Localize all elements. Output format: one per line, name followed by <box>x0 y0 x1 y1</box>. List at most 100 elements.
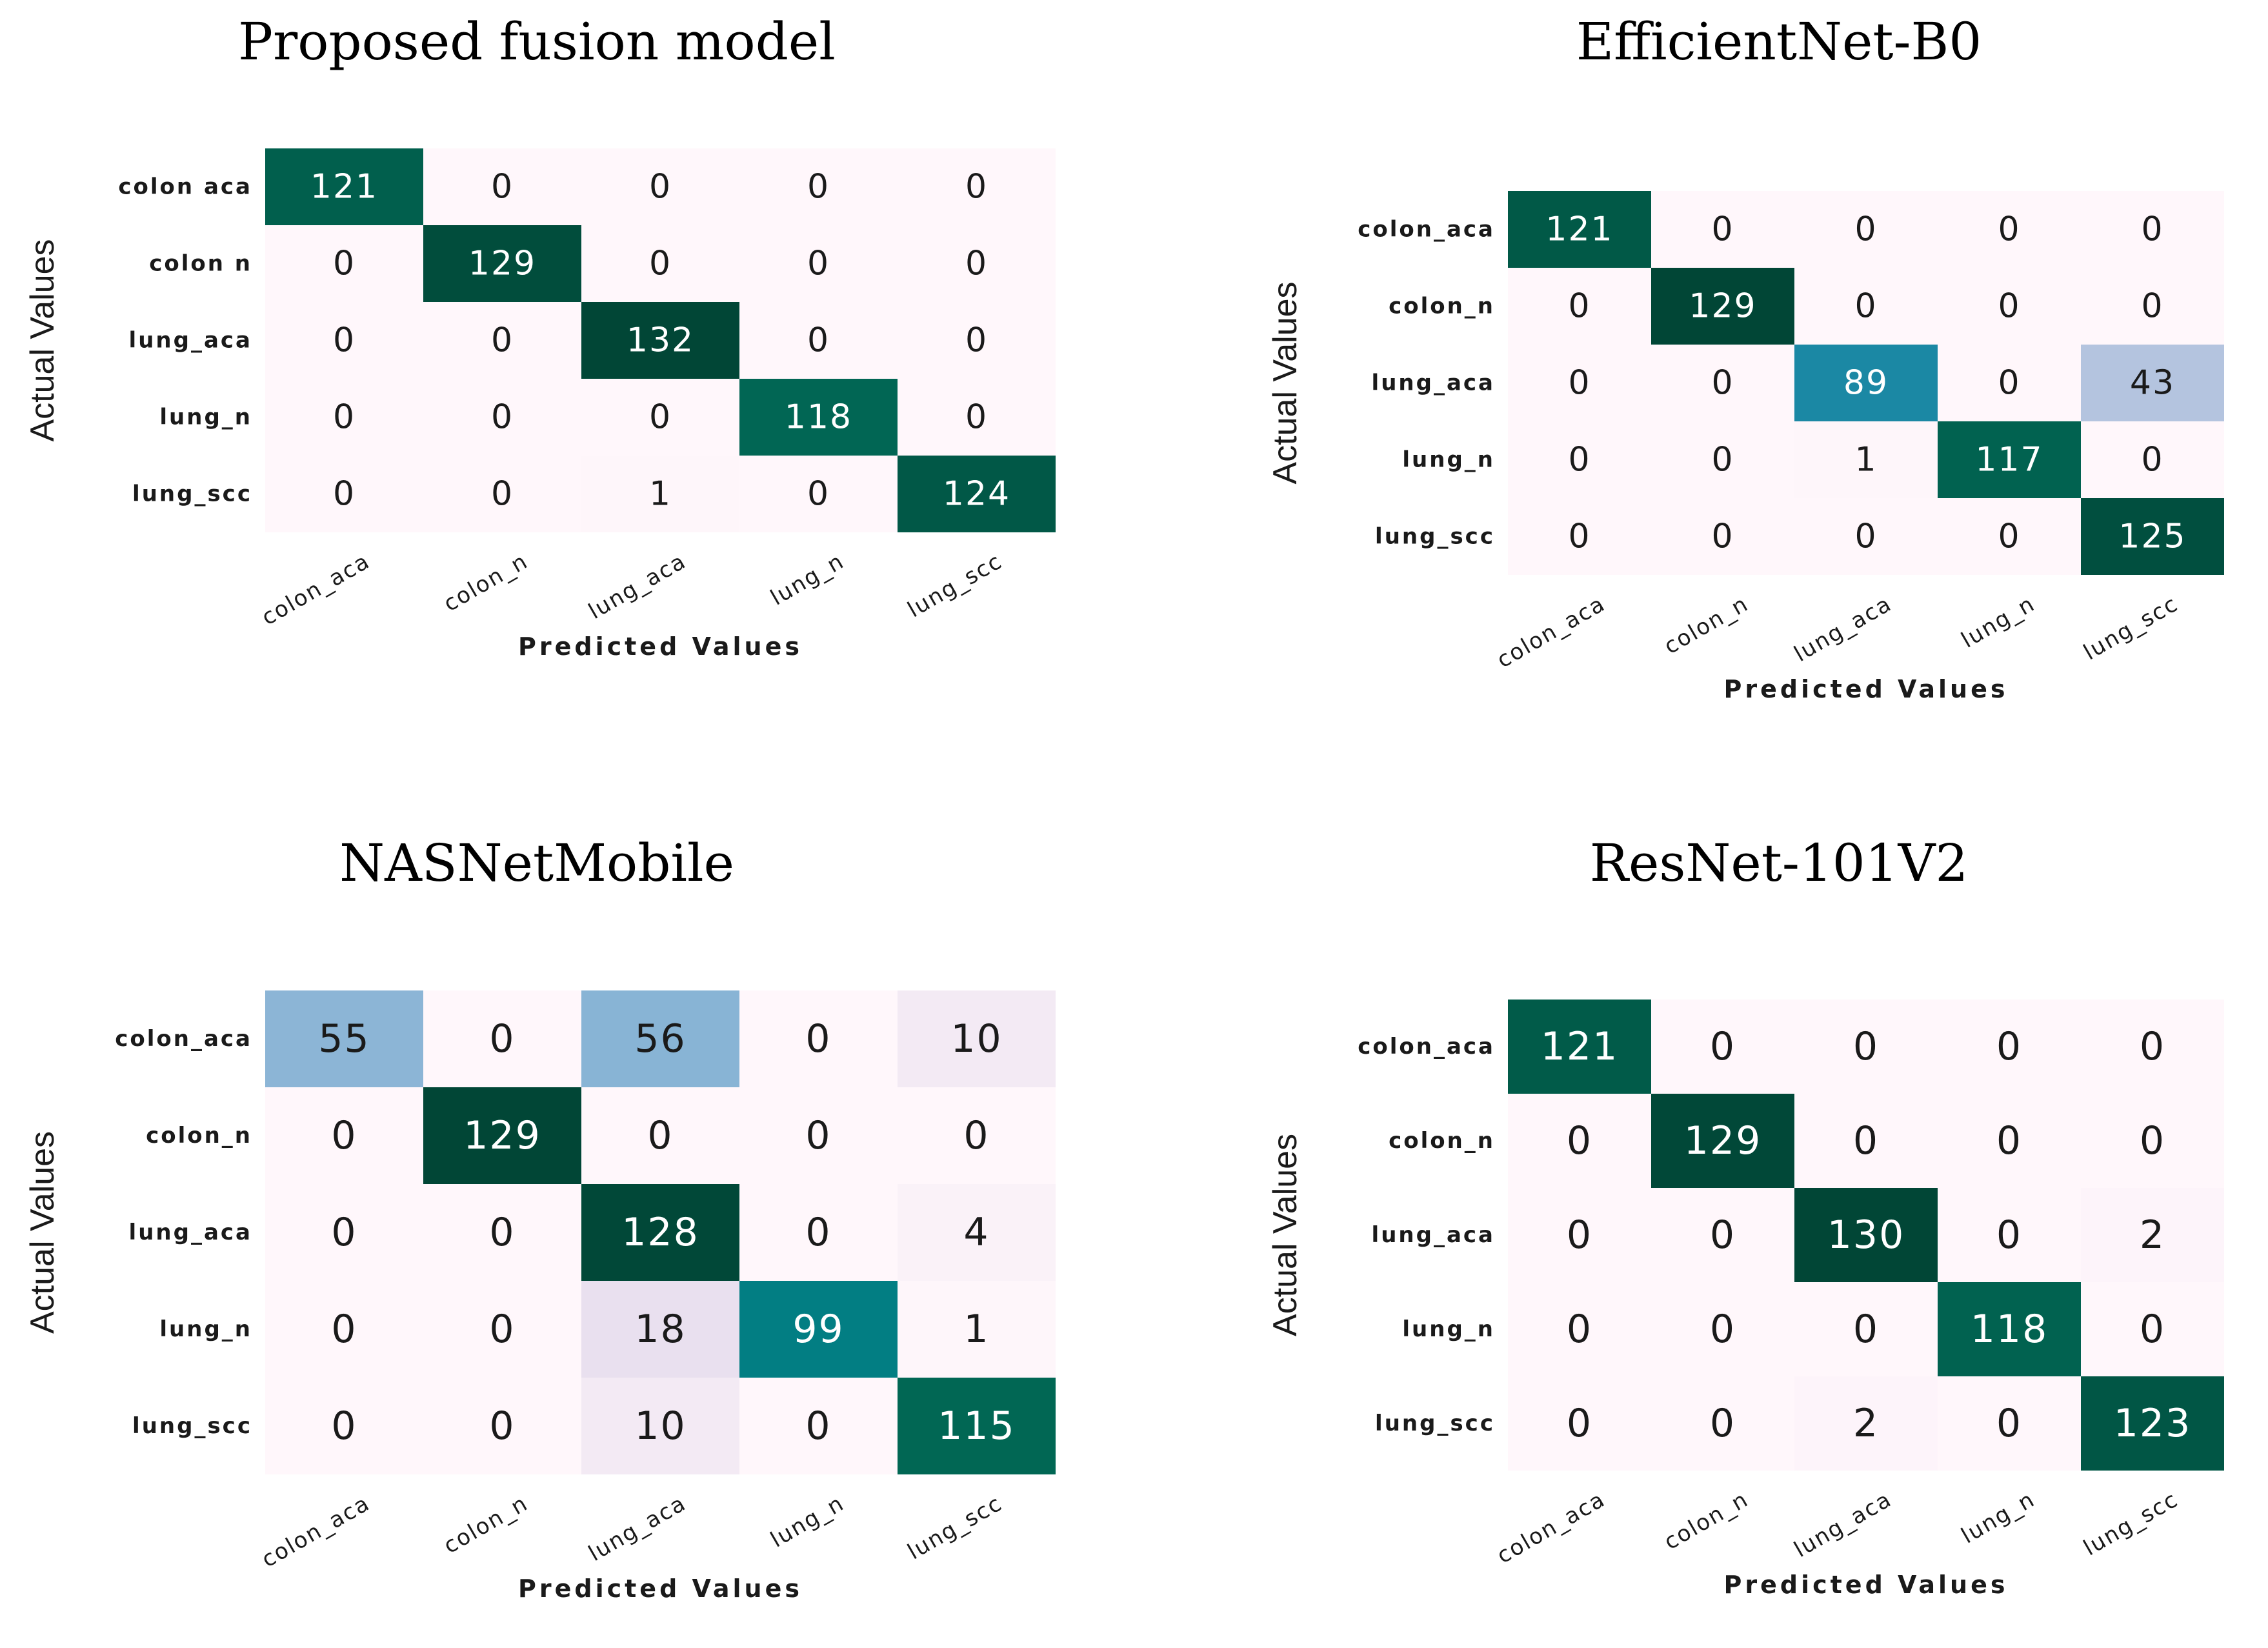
y-tick-label: lung_n <box>159 405 252 430</box>
heatmap-cell <box>898 302 1056 379</box>
y-axis-label: Actual Values <box>24 239 61 441</box>
heatmap-cell <box>1938 345 2081 421</box>
cell-value: 99 <box>792 1307 844 1352</box>
heatmap-cell <box>1794 1000 1938 1094</box>
heatmap-cell <box>2081 345 2224 421</box>
heatmap-cell <box>1508 1188 1651 1282</box>
chart-panel-resnet-101v2: ResNet-101V2 121 0 0 0 0 0 129 0 0 0 0 0 130 0 2 0 0 0 118… <box>1134 824 2268 1648</box>
heatmap-cell <box>423 456 581 532</box>
cell-value: 0 <box>1854 287 1877 326</box>
cell-value: 118 <box>1971 1307 2049 1352</box>
cell-value: 129 <box>1684 1118 1762 1163</box>
cell-value: 121 <box>310 168 378 206</box>
y-tick-label: colon aca <box>118 174 252 200</box>
heatmap-cell <box>1794 1376 1938 1471</box>
chart-title: NASNetMobile <box>339 833 734 893</box>
heatmap-cell <box>739 379 898 456</box>
cell-value: 0 <box>1567 1212 1592 1258</box>
heatmap-cell <box>739 1281 898 1378</box>
cell-value: 0 <box>1853 1024 1879 1069</box>
heatmap-cell <box>1651 268 1794 345</box>
y-tick-label: lung_aca <box>1372 1222 1495 1248</box>
x-tick-label: lung_n <box>766 1491 848 1553</box>
cell-value: 0 <box>331 1403 357 1449</box>
cell-value: 1 <box>649 475 672 514</box>
heatmap-cell <box>423 379 581 456</box>
chart-title: ResNet-101V2 <box>1589 833 1969 893</box>
heatmap-cell <box>739 302 898 379</box>
heatmap-cell <box>898 1184 1056 1281</box>
confusion-matrix: 121 0 0 0 0 0 129 0 0 0 0 0 89 0 43 0 0 1 117 0 0 0 0 0 125 colon… <box>1267 191 2224 703</box>
heatmap-cell <box>1938 268 2081 345</box>
cell-value: 0 <box>1996 1212 2022 1258</box>
heatmap-cell <box>898 148 1056 225</box>
cell-value: 0 <box>965 245 988 283</box>
cell-value: 0 <box>2141 441 2163 479</box>
heatmap-cell <box>1508 345 1651 421</box>
cell-value: 0 <box>489 1403 515 1449</box>
confusion-matrix: 55 0 56 0 100 129 0 0 00 0 128 0 40 0 18 99 10 0 10 0 115col… <box>24 990 1056 1603</box>
cell-value: 130 <box>1827 1212 1905 1258</box>
x-tick-label: lung_scc <box>2079 591 2182 666</box>
y-axis-label: Actual Values <box>24 1131 61 1334</box>
cell-value: 0 <box>965 398 988 437</box>
heatmap-cell <box>265 302 423 379</box>
heatmap-cell <box>581 456 739 532</box>
cell-value: 115 <box>938 1403 1016 1449</box>
chart-title: Proposed fusion model <box>238 12 836 72</box>
cell-value: 0 <box>1567 1118 1592 1163</box>
heatmap-cell <box>1794 268 1938 345</box>
x-tick-label: colon_aca <box>1492 591 1610 674</box>
heatmap-cell <box>739 456 898 532</box>
heatmap-cell <box>898 456 1056 532</box>
heatmap-cell <box>423 302 581 379</box>
heatmap-cell <box>2081 498 2224 575</box>
heatmap-cell <box>739 1184 898 1281</box>
cell-value: 0 <box>1998 364 2020 403</box>
y-tick-label: lung_aca <box>129 1220 252 1245</box>
x-tick-label: colon_aca <box>1492 1487 1610 1569</box>
cell-value: 0 <box>1711 518 1734 556</box>
chart-title: EfficientNet-B0 <box>1576 12 1982 72</box>
cell-value: 0 <box>1853 1118 1879 1163</box>
cell-value: 4 <box>963 1210 989 1255</box>
cell-value: 0 <box>489 1307 515 1352</box>
heatmap-cell <box>1938 191 2081 268</box>
heatmap-cell <box>898 1378 1056 1474</box>
y-tick-label: lung_aca <box>1372 370 1495 396</box>
cell-value: 0 <box>1998 287 2020 326</box>
confusion-matrix: 121 0 0 0 0 0 129 0 0 0 0 0 132 0 0 0 0 0 118 0 0 0 1 0 124 colon… <box>24 148 1056 661</box>
heatmap-cell <box>265 225 423 302</box>
x-tick-label: lung_aca <box>1790 1487 1896 1563</box>
cell-value: 1 <box>1854 441 1877 479</box>
heatmap-cell <box>581 990 739 1087</box>
cell-value: 118 <box>785 398 852 437</box>
cell-value: 129 <box>1689 287 1756 326</box>
cell-value: 1 <box>963 1307 989 1352</box>
heatmap-cell <box>1938 498 2081 575</box>
cell-value: 0 <box>805 1210 831 1255</box>
heatmap-cell <box>1651 498 1794 575</box>
heatmap-cell <box>1651 1094 1794 1188</box>
y-axis-label: Actual Values <box>1267 281 1304 484</box>
cell-value: 0 <box>647 1113 673 1158</box>
heatmap-cell <box>1651 1282 1794 1376</box>
heatmap-cell <box>739 990 898 1087</box>
cell-value: 0 <box>963 1113 989 1158</box>
cell-value: 0 <box>1996 1024 2022 1069</box>
heatmap-cell <box>423 1087 581 1184</box>
cell-value: 0 <box>649 245 672 283</box>
heatmap-cell <box>423 225 581 302</box>
x-tick-label: lung_scc <box>903 1491 1007 1565</box>
cell-value: 0 <box>1567 1401 1592 1446</box>
cell-value: 10 <box>950 1016 1002 1061</box>
cell-value: 0 <box>1568 441 1591 479</box>
x-tick-label: lung_scc <box>2079 1487 2182 1562</box>
x-tick-label: lung_scc <box>903 548 1007 623</box>
x-tick-label: colon_aca <box>257 548 375 631</box>
heatmap-cell <box>1508 1094 1651 1188</box>
heatmap-cell <box>265 1184 423 1281</box>
x-tick-label: lung_aca <box>584 1491 690 1567</box>
x-tick-label: lung_n <box>766 548 848 611</box>
cell-value: 0 <box>1996 1118 2022 1163</box>
